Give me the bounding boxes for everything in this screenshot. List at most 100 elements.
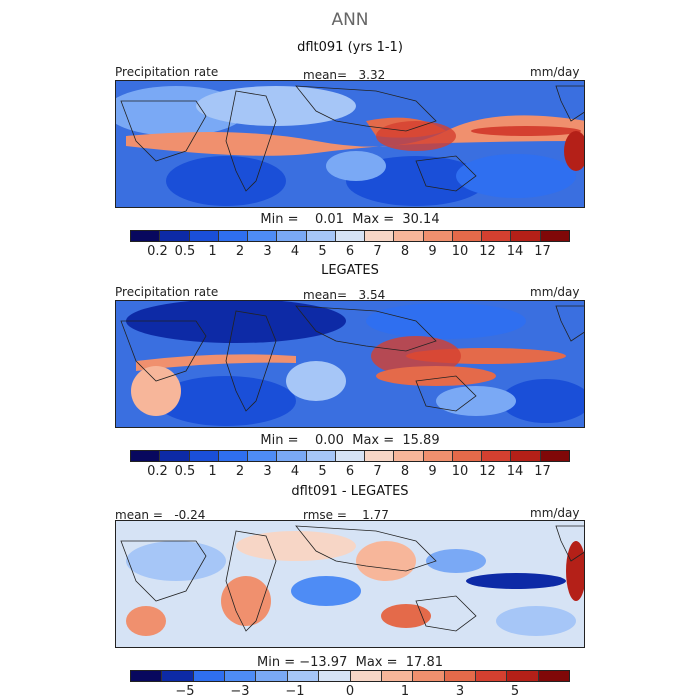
colorbar-tick-label: 0.2: [147, 244, 168, 259]
colorbar-segment: [193, 671, 226, 681]
colorbar-segment: [540, 231, 569, 241]
panel2-subtitle: LEGATES: [321, 263, 379, 278]
colorbar-tick-label: −5: [175, 684, 195, 699]
colorbar-tick-label: 14: [506, 464, 524, 479]
colorbar-tick-label: 6: [345, 464, 355, 479]
colorbar-segment: [381, 671, 414, 681]
colorbar-segment: [335, 451, 366, 461]
panel2-colorbar: [130, 450, 570, 462]
colorbar-tick-label: 2: [235, 464, 245, 479]
colorbar-tick-label: 0.5: [174, 244, 196, 259]
colorbar-tick-label: 6: [345, 244, 355, 259]
colorbar-tick-label: 17: [534, 244, 551, 259]
panel3-map-svg: [116, 521, 584, 647]
colorbar-segment: [365, 451, 395, 461]
colorbar-segment: [131, 231, 161, 241]
colorbar-segment: [256, 671, 288, 681]
colorbar-segment: [538, 671, 570, 681]
colorbar-segment: [444, 671, 476, 681]
colorbar-segment: [335, 231, 366, 241]
colorbar-tick-label: 5: [318, 464, 327, 479]
colorbar-segment: [218, 231, 249, 241]
colorbar-tick-label: 7: [373, 464, 382, 479]
panel1-minmax: Min = 0.01 Max = 30.14: [260, 212, 440, 227]
panel2-minmax: Min = 0.00 Max = 15.89: [260, 433, 440, 448]
panel3-mean: mean = -0.24: [115, 508, 206, 522]
panel2-variable-label: Precipitation rate: [115, 285, 219, 299]
panel2-colorbar-ticks: 0.2 0.5 1 2 3 4 5 6 7 8 9 10 12 14 17: [130, 464, 570, 480]
colorbar-segment: [131, 451, 161, 461]
colorbar-tick-label: 3: [263, 244, 272, 259]
colorbar-segment: [482, 231, 512, 241]
colorbar-segment: [452, 231, 483, 241]
panel1-colorbar: [130, 230, 570, 242]
colorbar-segment: [319, 671, 351, 681]
colorbar-segment: [189, 451, 219, 461]
colorbar-tick-label: 1: [208, 464, 217, 479]
colorbar-tick-label: 8: [400, 464, 410, 479]
colorbar-tick-label: 10: [451, 244, 469, 259]
colorbar-segment: [287, 671, 320, 681]
colorbar-segment: [511, 231, 541, 241]
colorbar-tick-label: 12: [479, 464, 496, 479]
colorbar-tick-label: 3: [263, 464, 272, 479]
colorbar-tick-label: 1: [400, 684, 410, 699]
colorbar-tick-label: 9: [428, 464, 437, 479]
panel1-map-svg: [116, 81, 584, 207]
colorbar-segment: [475, 671, 508, 681]
colorbar-segment: [394, 231, 424, 241]
colorbar-tick-label: 2: [235, 244, 245, 259]
panel1-variable-label: Precipitation rate: [115, 65, 219, 79]
colorbar-segment: [277, 231, 307, 241]
colorbar-tick-label: 0.5: [174, 464, 196, 479]
colorbar-tick-label: 9: [428, 244, 437, 259]
colorbar-tick-label: 17: [534, 464, 551, 479]
colorbar-segment: [218, 451, 249, 461]
colorbar-segment: [189, 231, 219, 241]
colorbar-segment: [452, 451, 483, 461]
colorbar-tick-label: 10: [451, 464, 469, 479]
colorbar-segment: [306, 231, 336, 241]
panel2-mean: mean= 3.54: [303, 288, 386, 302]
colorbar-segment: [540, 451, 569, 461]
colorbar-segment: [394, 451, 424, 461]
colorbar-tick-label: 8: [400, 244, 410, 259]
colorbar-segment: [306, 451, 336, 461]
colorbar-segment: [160, 231, 190, 241]
panel2-map: [115, 300, 585, 428]
colorbar-tick-label: 5: [510, 684, 520, 699]
colorbar-tick-label: 0.2: [147, 464, 168, 479]
panel3-colorbar: [130, 670, 570, 682]
colorbar-segment: [248, 451, 278, 461]
figure-title: ANN: [331, 10, 369, 30]
panel3-rmse: rmse = 1.77: [303, 508, 389, 522]
colorbar-tick-label: −1: [285, 684, 305, 699]
colorbar-segment: [423, 231, 453, 241]
panel3-map: [115, 520, 585, 648]
colorbar-tick-label: 4: [290, 244, 300, 259]
colorbar-tick-label: 0: [345, 684, 355, 699]
panel3-units: mm/day: [530, 506, 580, 520]
colorbar-tick-label: 4: [290, 464, 300, 479]
colorbar-segment: [162, 671, 194, 681]
colorbar-segment: [413, 671, 445, 681]
panel3-minmax: Min = −13.97 Max = 17.81: [257, 655, 443, 670]
colorbar-tick-label: 7: [373, 244, 382, 259]
panel1-units: mm/day: [530, 65, 580, 79]
panel3-colorbar-ticks: −5 −3 −1 0 1 3 5: [130, 684, 570, 700]
colorbar-tick-label: 12: [479, 244, 496, 259]
colorbar-segment: [423, 451, 453, 461]
panel2-map-svg: [116, 301, 584, 427]
colorbar-segment: [277, 451, 307, 461]
colorbar-segment: [131, 671, 163, 681]
colorbar-segment: [248, 231, 278, 241]
colorbar-segment: [365, 231, 395, 241]
colorbar-segment: [160, 451, 190, 461]
colorbar-tick-label: 5: [318, 244, 327, 259]
colorbar-segment: [482, 451, 512, 461]
panel1-colorbar-ticks: 0.2 0.5 1 2 3 4 5 6 7 8 9 10 12 14 17: [130, 244, 570, 260]
panel1-map: [115, 80, 585, 208]
colorbar-tick-label: −3: [230, 684, 250, 699]
panel2-units: mm/day: [530, 285, 580, 299]
colorbar-tick-label: 1: [208, 244, 217, 259]
